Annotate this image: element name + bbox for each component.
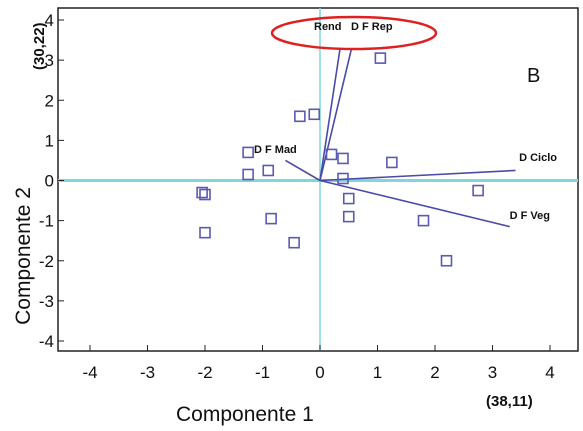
y-axis-label: Componente 2 (12, 187, 35, 325)
score-point (288, 236, 300, 249)
y-tick-label: 0 (45, 172, 54, 191)
y-tick-label: 3 (45, 51, 54, 70)
y-tick-label: -1 (39, 212, 54, 231)
y-tick-label: 2 (45, 91, 54, 110)
y-tick-label: 4 (45, 11, 54, 30)
vector-label: D F Mad (254, 144, 297, 156)
score-point (374, 52, 387, 64)
x-tick-label: -2 (197, 363, 212, 382)
score-point (337, 172, 349, 185)
y-tick-label: 1 (45, 131, 54, 150)
vector-label: Rend (314, 21, 342, 33)
score-point (196, 186, 208, 199)
x-tick-label: 0 (315, 363, 324, 382)
score-point (308, 108, 321, 121)
score-point (342, 192, 355, 205)
vector-label: D Ciclo (519, 152, 557, 164)
loading-vectors: Rend D F Rep D F Mad D Ciclo D F Veg (254, 21, 557, 228)
y-tick-label: -4 (39, 332, 54, 351)
score-point (417, 214, 430, 227)
score-point (199, 188, 211, 201)
panel-label: B (527, 65, 540, 87)
vector-line (319, 47, 353, 181)
score-point (199, 226, 211, 239)
score-point (342, 210, 355, 223)
score-point (325, 148, 338, 161)
tick-labels: -4 -3 -2 -1 0 1 2 3 4 4 3 2 1 0 -1 -2 -3 -4 (39, 11, 555, 382)
x-tick-label: 1 (373, 363, 382, 382)
vector-label: D F Veg (510, 210, 550, 222)
y-tick-label: -2 (39, 252, 54, 271)
score-point (242, 168, 254, 181)
x-tick-label: -4 (82, 363, 97, 382)
score-point (337, 152, 349, 165)
vector-line (319, 169, 516, 182)
score-point (386, 156, 398, 169)
score-point (242, 146, 254, 159)
y-corner-label: (30,22) (31, 22, 48, 70)
axis-ticks (58, 19, 551, 351)
x-tick-label: 4 (545, 363, 554, 382)
vector-line (319, 179, 510, 228)
vector-label: D F Rep (351, 21, 393, 33)
x-tick-label: -3 (140, 363, 155, 382)
x-corner-label: (38,11) (486, 393, 533, 410)
score-point (265, 212, 277, 225)
x-tick-label: -1 (255, 363, 270, 382)
vector-line (285, 159, 321, 182)
score-point (472, 184, 484, 197)
x-axis-label: Componente 1 (176, 403, 314, 426)
vector-line (319, 47, 341, 181)
x-tick-label: 3 (488, 363, 497, 382)
score-points (196, 52, 484, 267)
score-point (262, 164, 275, 177)
score-point (440, 254, 453, 267)
y-tick-label: -3 (39, 292, 54, 311)
score-point (294, 110, 306, 123)
x-tick-label: 2 (430, 363, 439, 382)
highlight-ellipse (270, 15, 438, 51)
